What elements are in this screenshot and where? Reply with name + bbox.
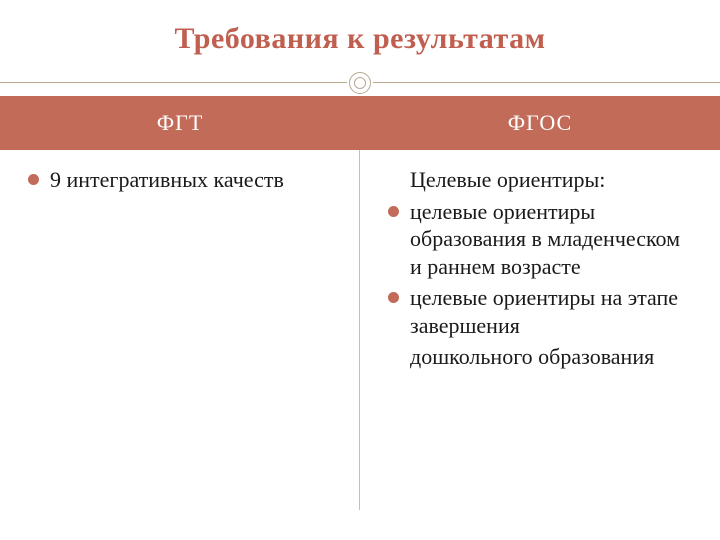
header-right: ФГОС — [360, 96, 720, 150]
divider-ornament — [347, 70, 373, 96]
table-header-row: ФГТ ФГОС — [0, 96, 720, 150]
page-title: Требования к результатам — [0, 22, 720, 56]
ring-inner-icon — [354, 77, 366, 89]
right-trailing: дошкольного образования — [388, 343, 692, 371]
right-intro: Целевые ориентиры: — [388, 166, 692, 194]
column-right: Целевые ориентиры: целевые ориентиры обр… — [360, 150, 720, 510]
bullet-text: 9 интегративных качеств — [50, 167, 284, 192]
title-wrap: Требования к результатам — [0, 0, 720, 56]
slide: Требования к результатам ФГТ ФГОС 9 инте… — [0, 0, 720, 540]
list-item: 9 интегративных качеств — [28, 166, 331, 194]
column-left: 9 интегративных качеств — [0, 150, 360, 510]
bullet-text: целевые ориентиры образования в младенче… — [410, 199, 680, 279]
bullet-text: целевые ориентиры на этапе завершения — [410, 285, 678, 338]
ring-outer-icon — [349, 72, 371, 94]
right-bullet-list: целевые ориентиры образования в младенче… — [388, 198, 692, 340]
content-row: 9 интегративных качеств Целевые ориентир… — [0, 150, 720, 510]
left-bullet-list: 9 интегративных качеств — [28, 166, 331, 194]
list-item: целевые ориентиры на этапе завершения — [388, 284, 692, 339]
divider — [0, 70, 720, 96]
list-item: целевые ориентиры образования в младенче… — [388, 198, 692, 281]
header-left: ФГТ — [0, 96, 360, 150]
